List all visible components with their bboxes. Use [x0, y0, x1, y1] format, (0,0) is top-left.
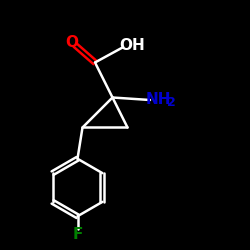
Text: NH: NH — [146, 92, 172, 108]
Text: OH: OH — [119, 38, 145, 52]
Text: O: O — [65, 35, 78, 50]
Text: 2: 2 — [167, 96, 175, 110]
Text: F: F — [72, 227, 83, 242]
